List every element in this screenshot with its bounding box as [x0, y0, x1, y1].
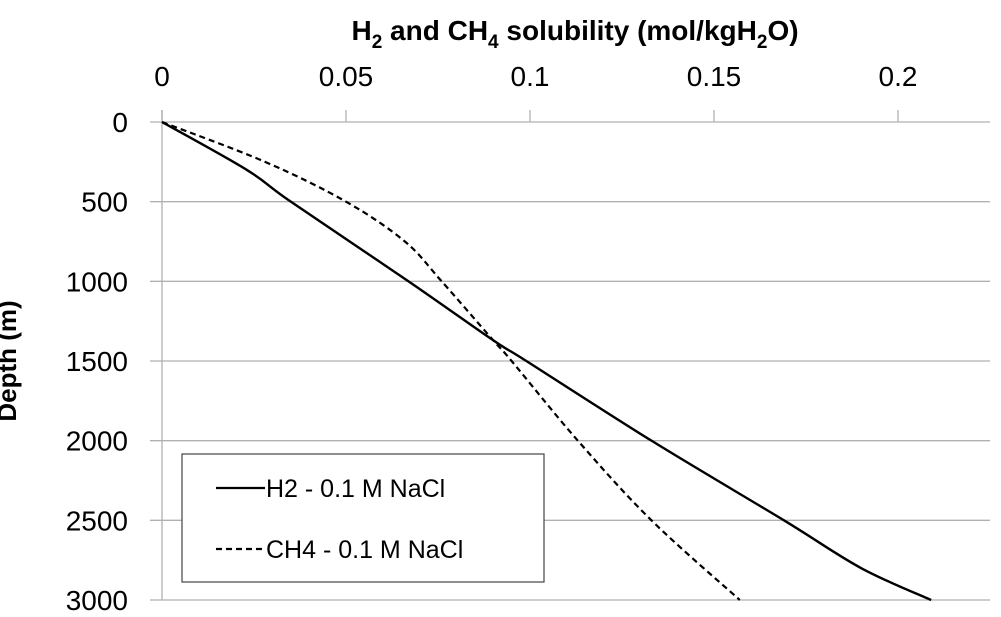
y-tick-label: 1000: [66, 266, 128, 297]
y-axis-title: Depth (m): [0, 300, 22, 421]
x-tick-label: 0: [154, 61, 170, 92]
x-tick-label: 0.05: [319, 61, 374, 92]
legend-item-h2: H2 - 0.1 M NaCl: [266, 475, 445, 503]
x-tick-labels: 0 0.05 0.1 0.15 0.2: [154, 61, 917, 92]
x-tick-label: 0.1: [511, 61, 550, 92]
y-tick-label: 3000: [66, 585, 128, 616]
series-h2-line: [161, 120, 932, 602]
data-series: [161, 120, 932, 602]
legend-item-ch4: CH4 - 0.1 M NaCl: [266, 536, 463, 564]
legend-box: [181, 453, 545, 583]
x-tick-label: 0.2: [879, 61, 918, 92]
y-tick-label: 500: [81, 187, 128, 218]
legend: H2 - 0.1 M NaCl CH4 - 0.1 M NaCl: [181, 453, 545, 583]
y-tick-labels: 0 500 1000 1500 2000 2500 3000: [66, 107, 128, 616]
y-tick-label: 1500: [66, 346, 128, 377]
axes: [161, 110, 899, 600]
x-axis-title: H2 and CH4 solubility (mol/kgH2O): [351, 15, 798, 53]
y-tick-label: 0: [112, 107, 128, 138]
y-tick-label: 2000: [66, 426, 128, 457]
y-tick-label: 2500: [66, 505, 128, 536]
series-ch4-line: [161, 120, 741, 601]
x-tick-label: 0.15: [687, 61, 742, 92]
